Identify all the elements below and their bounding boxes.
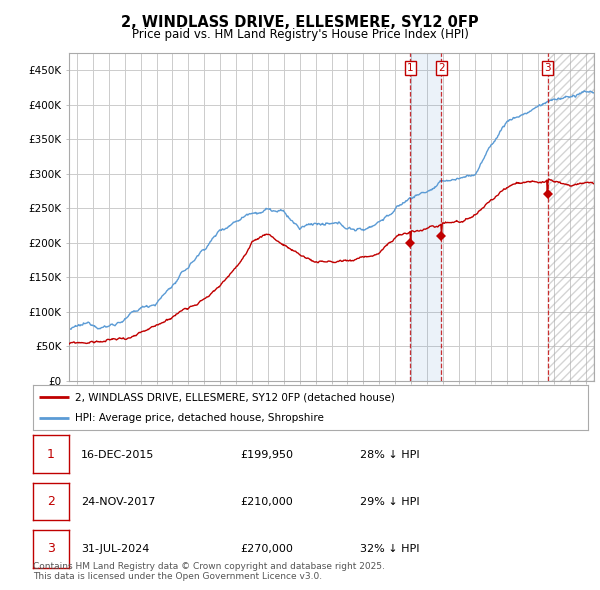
Text: 32% ↓ HPI: 32% ↓ HPI xyxy=(360,545,419,554)
Text: £210,000: £210,000 xyxy=(240,497,293,507)
Text: 2: 2 xyxy=(438,63,445,73)
Text: £199,950: £199,950 xyxy=(240,450,293,460)
Text: 2, WINDLASS DRIVE, ELLESMERE, SY12 0FP: 2, WINDLASS DRIVE, ELLESMERE, SY12 0FP xyxy=(121,15,479,30)
Text: Price paid vs. HM Land Registry's House Price Index (HPI): Price paid vs. HM Land Registry's House … xyxy=(131,28,469,41)
Text: 1: 1 xyxy=(47,448,55,461)
Text: 3: 3 xyxy=(544,63,551,73)
Text: 2, WINDLASS DRIVE, ELLESMERE, SY12 0FP (detached house): 2, WINDLASS DRIVE, ELLESMERE, SY12 0FP (… xyxy=(74,392,395,402)
Text: Contains HM Land Registry data © Crown copyright and database right 2025.
This d: Contains HM Land Registry data © Crown c… xyxy=(33,562,385,581)
Text: £270,000: £270,000 xyxy=(240,545,293,554)
Text: 31-JUL-2024: 31-JUL-2024 xyxy=(81,545,149,554)
Text: 3: 3 xyxy=(47,542,55,555)
Text: 16-DEC-2015: 16-DEC-2015 xyxy=(81,450,154,460)
Text: HPI: Average price, detached house, Shropshire: HPI: Average price, detached house, Shro… xyxy=(74,414,323,424)
Text: 1: 1 xyxy=(407,63,414,73)
Text: 29% ↓ HPI: 29% ↓ HPI xyxy=(360,497,419,507)
Text: 28% ↓ HPI: 28% ↓ HPI xyxy=(360,450,419,460)
Text: 2: 2 xyxy=(47,495,55,508)
Bar xyxy=(410,53,441,381)
Text: 24-NOV-2017: 24-NOV-2017 xyxy=(81,497,155,507)
